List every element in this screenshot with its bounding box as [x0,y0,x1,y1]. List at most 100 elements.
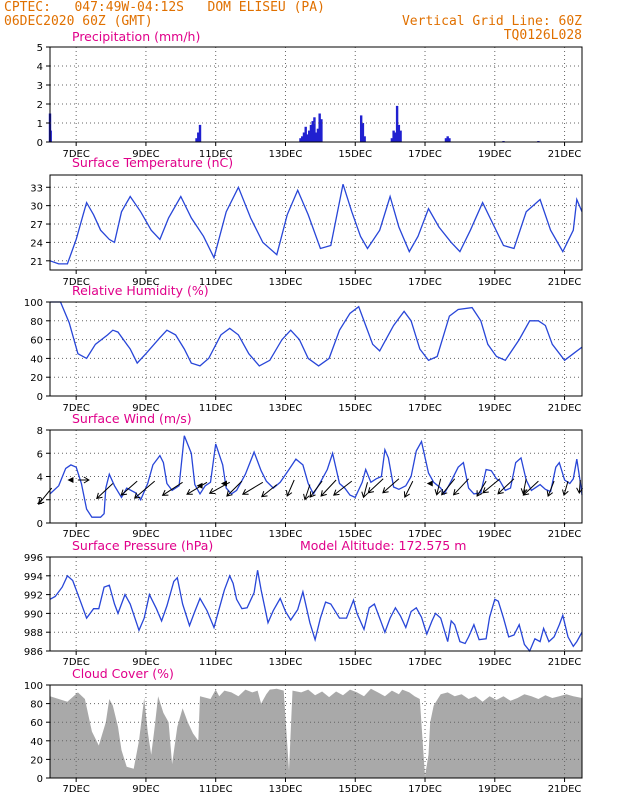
x-tick-label: 21DEC [548,149,582,160]
y-tick-label: 20 [30,373,43,384]
wind-arrow [96,483,114,500]
x-tick-label: 13DEC [269,149,303,160]
panel-title: Surface Wind (m/s) [72,411,192,426]
y-tick-label: 40 [30,354,43,365]
y-tick-label: 2 [37,100,43,111]
y-tick-label: 3 [37,81,43,92]
panel-subtitle: Model Altitude: 172.575 m [300,538,466,553]
wind-arrow [333,480,353,496]
y-tick-label: 30 [30,202,43,213]
y-tick-label: 994 [24,572,43,583]
x-tick-label: 7DEC [62,403,89,414]
series-line [49,570,583,653]
wind-arrow [497,478,515,495]
y-tick-label: 2 [37,496,43,507]
x-tick-label: 9DEC [132,403,159,414]
precip-bar [49,130,52,142]
y-tick-label: 27 [30,220,43,231]
wind-arrow [426,480,433,487]
y-tick-label: 1 [37,119,43,130]
x-tick-label: 15DEC [338,784,372,795]
precip-bar [302,132,306,142]
wind-arrow [382,478,400,494]
x-tick-label: 17DEC [408,784,442,795]
wind-arrow [476,480,487,497]
y-tick-label: 8 [37,426,43,437]
precip-bar [309,124,313,142]
precip-bar [301,136,304,142]
precip-bar [314,132,318,142]
x-tick-label: 21DEC [548,529,582,540]
y-tick-label: 0 [37,392,43,403]
x-tick-label: 9DEC [132,529,159,540]
cloud-area [50,688,582,778]
precip-bar [320,119,323,142]
y-tick-label: 4 [37,473,43,484]
x-tick-label: 13DEC [269,529,303,540]
panel-title: Cloud Cover (%) [72,666,174,681]
precip-bar [359,115,363,142]
x-tick-label: 7DEC [62,529,89,540]
panel-title: Relative Humidity (%) [72,283,209,298]
x-tick-label: 13DEC [269,277,303,288]
panel-6: 7DEC 9DEC 11DEC 13DEC 15DEC 17DEC 19DEC 21DEC 0 2… [24,666,583,795]
plot-area [50,175,582,270]
plot-area [50,302,582,396]
wind-arrow [403,480,414,498]
y-tick-label: 100 [24,681,43,692]
x-tick-label: 9DEC [132,657,159,668]
precip-bar [306,134,309,142]
plot-frame [49,46,583,143]
x-tick-label: 7DEC [62,149,89,160]
precip-bar [361,123,365,142]
y-tick-label: 20 [30,755,43,766]
x-tick-label: 13DEC [269,403,303,414]
precip-bar [316,128,320,142]
wind-arrow [562,480,569,497]
wind-arrow [520,478,528,495]
x-tick-label: 17DEC [408,403,442,414]
x-tick-label: 19DEC [478,403,512,414]
y-tick-label: 33 [30,183,43,194]
wind-arrow [546,480,555,498]
x-tick-label: 17DEC [408,277,442,288]
panel-4: 7DEC 9DEC 11DEC 13DEC 15DEC 17DEC 19DEC 21DEC 0 2… [37,411,584,540]
x-tick-label: 11DEC [199,149,233,160]
precip-bar [318,113,321,142]
precip-bar [198,124,202,142]
panel-title: Precipitation (mm/h) [72,29,200,44]
wind-arrow [361,482,368,499]
precip-bar [299,138,302,142]
wind-arrow [441,478,456,496]
wind-arrow [452,478,469,496]
wind-arrow [67,476,74,483]
x-tick-label: 15DEC [338,657,372,668]
x-tick-label: 15DEC [338,529,372,540]
x-tick-label: 13DEC [269,784,303,795]
y-tick-label: 0 [37,138,43,149]
precip-bar [363,136,366,142]
wind-arrow [120,480,138,496]
wind-arrow [133,480,156,499]
precip-bar [446,136,449,142]
header-station: CPTEC: 047:49W-04:12S DOM ELISEU (PA) [4,0,325,15]
x-tick-label: 11DEC [199,277,233,288]
x-tick-label: 11DEC [199,784,233,795]
wind-arrow [161,481,183,496]
x-tick-label: 21DEC [548,403,582,414]
precip-bar [313,117,316,142]
series-line [49,184,583,265]
panel-3: 7DEC 9DEC 11DEC 13DEC 15DEC 17DEC 19DEC 21DEC 0 2… [24,283,583,414]
x-tick-label: 15DEC [338,149,372,160]
wind-arrow [186,481,208,495]
precip-bar [399,130,402,142]
x-tick-label: 9DEC [132,784,159,795]
plot-frame [49,684,583,779]
panel-5: 7DEC 9DEC 11DEC 13DEC 15DEC 17DEC 19DEC 21DEC 98… [24,538,583,668]
wind-arrow [261,484,278,498]
x-tick-label: 19DEC [478,529,512,540]
panel-title: Surface Temperature (nC) [72,155,233,170]
y-tick-label: 5 [37,43,43,54]
y-tick-label: 24 [30,238,43,249]
x-tick-label: 21DEC [548,784,582,795]
